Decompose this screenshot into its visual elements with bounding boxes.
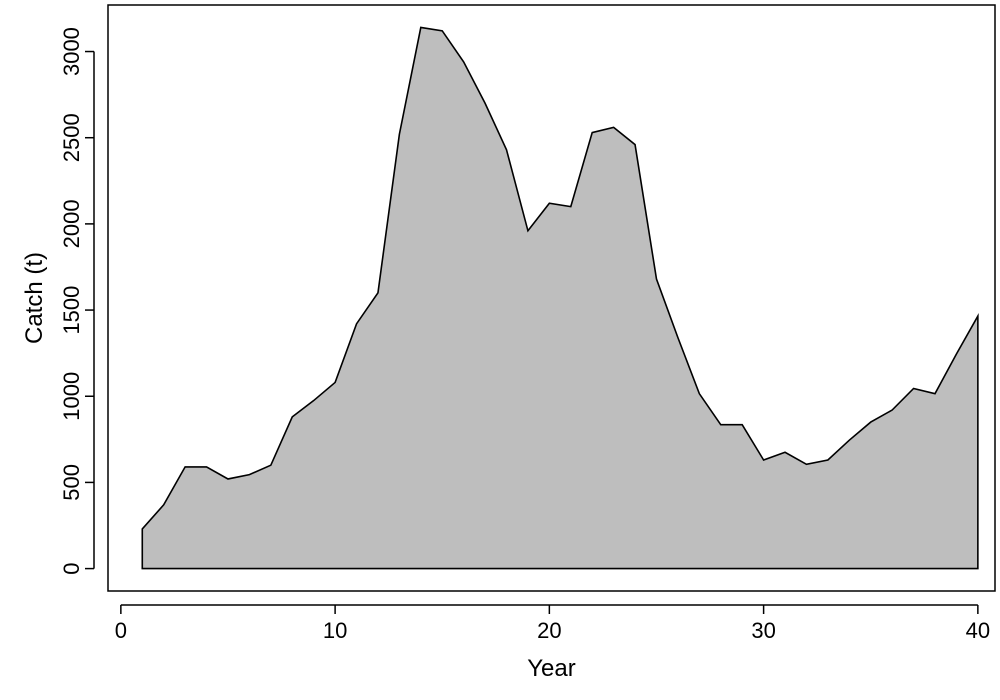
y-tick-label: 1500 [59, 286, 84, 335]
plot-frame [107, 4, 996, 592]
y-axis: 0 500 1000 1500 2000 2500 3000 [59, 27, 95, 575]
x-tick-label: 20 [537, 618, 561, 643]
y-axis-label: Catch (t) [21, 252, 48, 344]
x-axis: 0 10 20 30 40 [115, 604, 990, 643]
area-layer [141, 26, 979, 570]
y-tick-label: 2500 [59, 113, 84, 162]
x-tick-label: 10 [323, 618, 347, 643]
y-tick-label: 2000 [59, 199, 84, 248]
y-tick-label: 3000 [59, 27, 84, 76]
y-tick-label: 1000 [59, 372, 84, 421]
x-tick-label: 40 [966, 618, 990, 643]
catch-area [141, 26, 979, 570]
x-tick-label: 0 [115, 618, 127, 643]
x-axis-label: Year [527, 655, 576, 682]
y-tick-label: 0 [59, 562, 84, 574]
x-tick-label: 30 [751, 618, 775, 643]
y-tick-label: 500 [59, 464, 84, 501]
